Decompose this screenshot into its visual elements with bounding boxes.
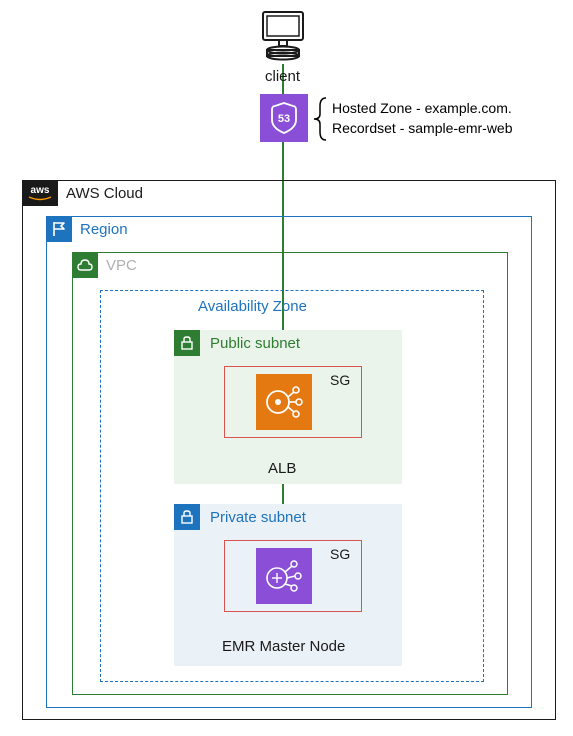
route53-brace — [312, 96, 330, 147]
emr-label: EMR Master Node — [222, 638, 345, 655]
vpc-badge — [72, 252, 98, 278]
public-subnet-label: Public subnet — [210, 335, 300, 352]
public-subnet-badge — [174, 330, 200, 356]
alb-sg-label: SG — [330, 372, 350, 388]
svg-text:aws: aws — [31, 185, 50, 196]
route53-text1: Hosted Zone - example.com. — [332, 100, 512, 116]
region-badge — [46, 216, 72, 242]
client-icon — [257, 8, 309, 64]
aws-cloud-label: AWS Cloud — [66, 185, 143, 202]
region-label: Region — [80, 221, 128, 238]
aws-badge: aws — [22, 180, 58, 206]
emr-sg-label: SG — [330, 546, 350, 562]
private-subnet-label: Private subnet — [210, 509, 306, 526]
private-subnet-badge — [174, 504, 200, 530]
az-label: Availability Zone — [198, 298, 307, 315]
svg-text:53: 53 — [278, 113, 290, 125]
architecture-diagram: client 53 Hosted Zone - example.com. Rec… — [0, 0, 573, 736]
route53-icon: 53 — [260, 94, 308, 142]
vpc-label: VPC — [106, 257, 137, 274]
emr-icon — [256, 548, 312, 604]
alb-label: ALB — [268, 460, 296, 477]
client-label: client — [265, 68, 300, 85]
route53-text2: Recordset - sample-emr-web — [332, 120, 513, 136]
alb-icon — [256, 374, 312, 430]
